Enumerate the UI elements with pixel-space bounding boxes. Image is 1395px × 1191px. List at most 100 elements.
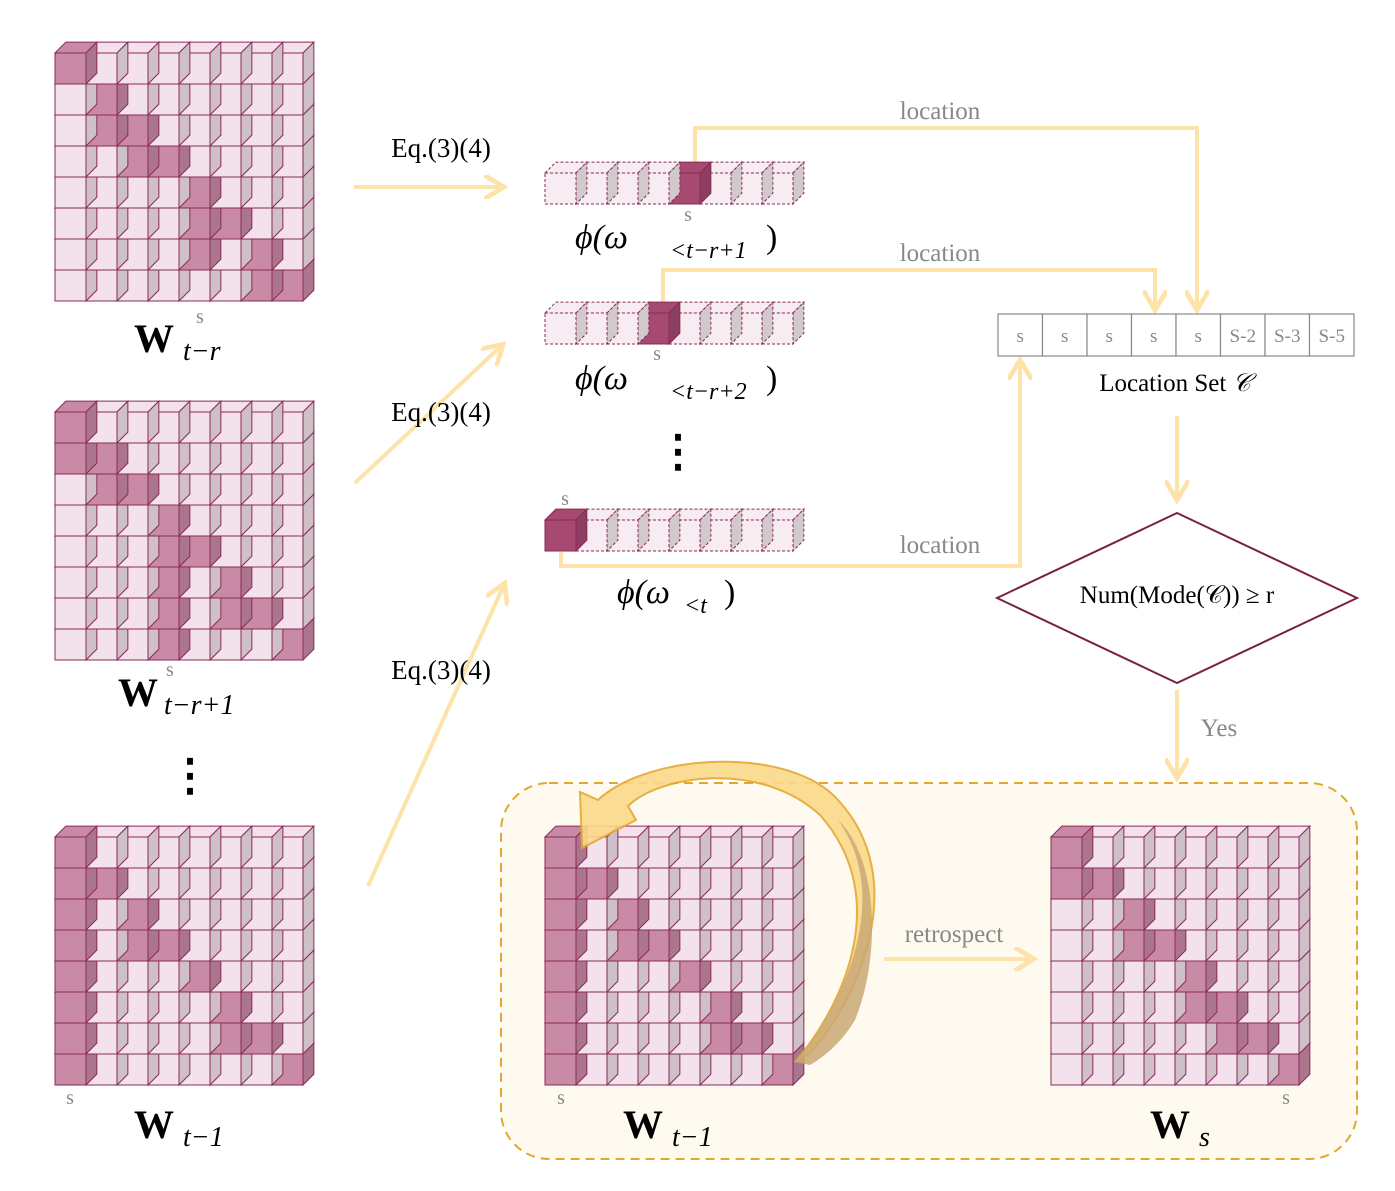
vector-cell xyxy=(543,160,589,206)
vector-caption-main: ϕ(ω xyxy=(575,360,628,397)
cube-front xyxy=(54,1053,87,1086)
matrix-cell-active xyxy=(53,824,99,870)
location-line-2 xyxy=(661,268,1155,306)
vector-caption-1: ϕ(ω <t−r+1 ) xyxy=(575,219,777,264)
vector-phi-t-r-2 xyxy=(543,300,806,346)
cube-front xyxy=(544,1022,577,1055)
location-set-cell: S-5 xyxy=(1308,313,1355,357)
caption-s: s xyxy=(166,659,174,681)
vector-caption-main: ϕ(ω xyxy=(617,574,670,611)
vector-caption-close: ) xyxy=(766,360,777,397)
caption-s: s xyxy=(196,306,204,328)
vector-s-marker-1: s xyxy=(684,204,692,226)
eq-label-1: Eq.(3)(4) xyxy=(391,133,491,163)
caption-w-t-minus-1-box: W t−1 s xyxy=(557,1087,713,1153)
cube-front xyxy=(54,628,87,661)
matrix-cell-active xyxy=(53,399,99,445)
eq-arrow-2 xyxy=(353,347,500,485)
location-line-3 xyxy=(559,364,1020,568)
cube-front xyxy=(54,83,87,116)
vector-s-marker-3: s xyxy=(561,488,569,510)
cube-front xyxy=(54,867,87,900)
cube-front xyxy=(544,519,577,552)
cube-front xyxy=(54,929,87,962)
caption-main: W xyxy=(1150,1102,1190,1147)
location-set-cell-box xyxy=(1086,313,1133,357)
vector-cell-active xyxy=(667,160,713,206)
location-set-caption: Location Set 𝒞 xyxy=(1099,370,1257,397)
location-set-cell-label: s xyxy=(1195,326,1202,347)
location-set-cell-label: S-5 xyxy=(1319,326,1345,347)
vector-caption-close: ) xyxy=(724,574,735,611)
cube-front xyxy=(544,1053,577,1086)
cube-front xyxy=(54,145,87,178)
location-set-cell-label: s xyxy=(1106,326,1113,347)
cube-front xyxy=(54,836,87,869)
cube-front xyxy=(1050,898,1083,931)
matrix-cell-active xyxy=(1049,824,1095,870)
location-label-1: location xyxy=(900,98,981,125)
caption-main: W xyxy=(134,316,174,361)
location-label-2: location xyxy=(900,240,981,267)
location-set-cell-box xyxy=(1175,313,1222,357)
caption-s: s xyxy=(66,1087,74,1109)
matrix-w-t-minus-r-plus-1 xyxy=(53,399,316,662)
cube-front xyxy=(1050,991,1083,1024)
cube-front xyxy=(54,898,87,931)
location-set-cell-label: S-3 xyxy=(1274,326,1300,347)
cube-front xyxy=(544,312,577,345)
caption-sub: s xyxy=(1199,1122,1210,1153)
matrix-w-t-minus-1-retrospect xyxy=(543,824,806,1087)
location-set-cell-box xyxy=(997,313,1044,357)
caption-sub: t−1 xyxy=(183,1122,224,1153)
vector-caption-3: ϕ(ω <t ) xyxy=(617,574,735,619)
caption-sub: t−r xyxy=(183,336,221,367)
location-set-cell-label: S-2 xyxy=(1230,326,1256,347)
vector-s-marker-2: s xyxy=(653,343,661,365)
cube-front xyxy=(544,960,577,993)
cube-front xyxy=(1050,836,1083,869)
decision-text: Num(Mode(𝒞)) ≥ r xyxy=(1080,582,1275,609)
caption-main: W xyxy=(118,670,158,715)
cube-front xyxy=(54,991,87,1024)
vector-caption-sub: <t−r+1 xyxy=(670,238,747,264)
cube-front xyxy=(54,411,87,444)
cube-front xyxy=(1050,867,1083,900)
matrix-w-t-minus-1-left xyxy=(53,824,316,1087)
location-set: s s s s s S-2 S-3 S-5 xyxy=(997,313,1355,357)
vector-phi-t-r-1 xyxy=(543,160,806,206)
cube-front xyxy=(544,172,577,205)
cube-front xyxy=(1050,1053,1083,1086)
eq-label-3: Eq.(3)(4) xyxy=(391,655,491,685)
matrix-w-s xyxy=(1049,824,1312,1087)
cube-front xyxy=(544,991,577,1024)
cube-front xyxy=(54,238,87,271)
caption-main: W xyxy=(134,1102,174,1147)
ellipsis-left: ⋮ xyxy=(168,751,212,800)
location-line-1 xyxy=(693,126,1197,306)
caption-w-s: W s s xyxy=(1150,1087,1290,1153)
vector-cell xyxy=(543,300,589,346)
cube-front xyxy=(54,960,87,993)
caption-main: W xyxy=(623,1102,663,1147)
matrix-w-t-minus-r xyxy=(53,40,316,303)
location-set-cell: s xyxy=(1086,313,1133,357)
vector-phi-t xyxy=(543,507,806,553)
vector-caption-2: ϕ(ω <t−r+2 ) xyxy=(575,360,777,405)
cube-front xyxy=(54,52,87,85)
ellipsis-middle: ⋮ xyxy=(656,427,700,476)
location-set-cell: s xyxy=(1175,313,1222,357)
location-set-cell-label: s xyxy=(1150,326,1157,347)
cube-front xyxy=(54,473,87,506)
cube-front xyxy=(54,269,87,302)
yes-label: Yes xyxy=(1201,715,1237,742)
caption-sub: t−1 xyxy=(672,1122,713,1153)
cube-front xyxy=(54,176,87,209)
cube-front xyxy=(54,442,87,475)
location-set-cell-label: s xyxy=(1061,326,1068,347)
location-set-cell: s xyxy=(997,313,1044,357)
cube-front xyxy=(54,504,87,537)
location-set-cell-box xyxy=(1130,313,1177,357)
cube-front xyxy=(54,597,87,630)
